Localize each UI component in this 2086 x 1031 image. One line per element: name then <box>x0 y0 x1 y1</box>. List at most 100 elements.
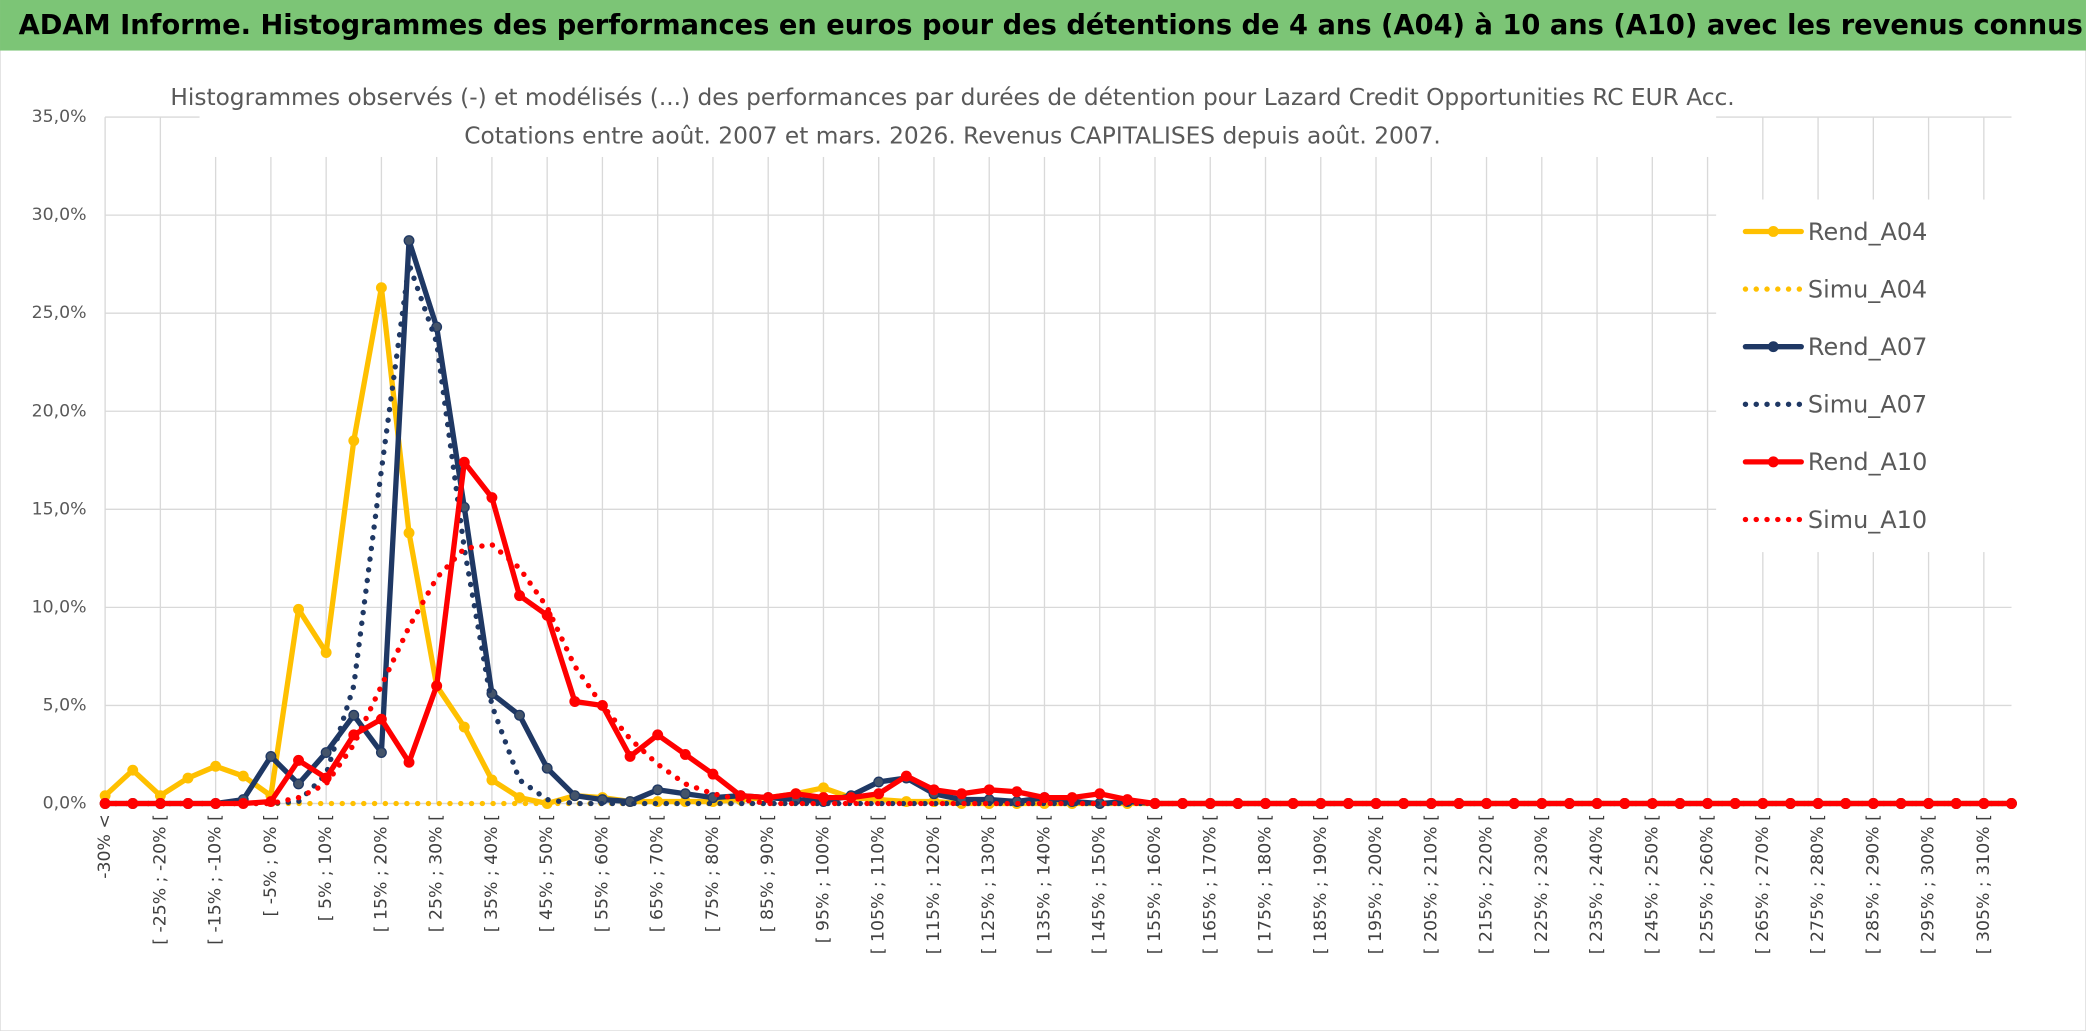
series-marker <box>237 770 249 782</box>
series-marker <box>679 788 691 800</box>
series-marker <box>762 792 774 804</box>
legend-marker <box>1767 226 1779 237</box>
x-tick-label: [ 185% ; 190% [ <box>1311 814 1331 954</box>
series-marker <box>900 770 912 782</box>
legend-label: Rend_A07 <box>1808 333 1927 361</box>
x-tick-label: [ 85% ; 90% [ <box>758 814 778 932</box>
series-marker <box>320 747 332 758</box>
y-tick-label: 35,0% <box>32 107 87 127</box>
series-marker <box>983 784 995 796</box>
series-marker <box>818 782 829 794</box>
series-marker <box>403 527 415 539</box>
series-marker <box>127 764 139 776</box>
series-marker <box>790 788 802 800</box>
x-tick-label: [ -25% ; -20% [ <box>150 814 170 945</box>
x-tick-label: [ 105% ; 110% [ <box>869 814 889 954</box>
legend-label: Rend_A10 <box>1808 448 1927 476</box>
legend-label: Simu_A04 <box>1808 275 1927 303</box>
series-marker <box>320 647 332 658</box>
series-marker <box>293 754 304 766</box>
series-marker <box>514 792 526 804</box>
legend-marker <box>1767 456 1779 468</box>
series-marker <box>873 776 885 788</box>
x-tick-label: [ 115% ; 120% [ <box>924 814 944 954</box>
x-tick-label: [ 95% ; 100% [ <box>813 814 833 943</box>
x-tick-label: [ 245% ; 250% [ <box>1642 814 1662 954</box>
x-tick-label: [ 175% ; 180% [ <box>1256 814 1276 954</box>
page-title: ADAM Informe. Histogrammes des performan… <box>19 10 2086 41</box>
x-tick-label: [ 25% ; 30% [ <box>427 814 447 932</box>
x-tick-label: [ 235% ; 240% [ <box>1587 814 1607 954</box>
x-tick-label: [ 55% ; 60% [ <box>592 814 612 932</box>
header-bar <box>0 0 2086 51</box>
series-marker <box>486 492 498 504</box>
series-marker <box>928 784 940 796</box>
series-marker <box>431 680 443 692</box>
series-marker <box>873 788 885 800</box>
series-marker <box>375 282 387 294</box>
x-tick-label: [ 5% ; 10% [ <box>316 814 336 921</box>
x-tick-label: [ 305% ; 310% [ <box>1974 814 1994 954</box>
series-marker <box>1039 792 1050 804</box>
x-tick-label: [ 205% ; 210% [ <box>1421 814 1441 954</box>
series-marker <box>348 435 360 447</box>
series-line <box>102 541 2015 807</box>
series-marker <box>679 749 691 760</box>
series-marker <box>652 784 664 796</box>
x-tick-label: [ 35% ; 40% [ <box>482 814 502 932</box>
x-tick-label: [ 45% ; 50% [ <box>537 814 557 932</box>
series-marker <box>265 750 277 762</box>
series-marker <box>293 603 304 615</box>
y-tick-label: 25,0% <box>32 303 87 323</box>
legend-label: Simu_A10 <box>1808 506 1927 534</box>
legend-label: Rend_A04 <box>1808 218 1927 246</box>
x-tick-label: [ 155% ; 160% [ <box>1145 814 1165 954</box>
series-marker <box>956 788 968 800</box>
series-marker <box>1011 786 1023 798</box>
x-tick-label: [ -15% ; -10% [ <box>206 814 226 945</box>
series-marker <box>569 696 581 707</box>
series-marker <box>514 709 526 721</box>
series-marker <box>348 709 360 721</box>
series-marker <box>514 590 526 602</box>
series-marker <box>845 792 857 804</box>
series-marker <box>624 750 636 762</box>
x-tick-label: [ 125% ; 130% [ <box>979 814 999 954</box>
series-marker <box>541 762 553 774</box>
chart-title: Histogrammes observés (-) et modélisés (… <box>170 84 1734 111</box>
x-tick-label: -30% < <box>95 814 115 879</box>
x-tick-label: [ 165% ; 170% [ <box>1200 814 1220 954</box>
x-tick-label: [ 15% ; 20% [ <box>371 814 391 932</box>
series-marker <box>375 747 387 758</box>
series-marker <box>652 729 664 741</box>
x-tick-label: [ 75% ; 80% [ <box>703 814 723 932</box>
title-backing <box>199 77 1717 157</box>
series-marker <box>458 721 470 733</box>
y-tick-label: 30,0% <box>32 205 87 225</box>
y-tick-label: 10,0% <box>32 597 87 617</box>
series-marker <box>403 235 415 247</box>
y-tick-label: 15,0% <box>32 499 87 519</box>
series-marker <box>182 772 194 784</box>
y-tick-label: 0,0% <box>43 794 87 814</box>
series-marker <box>403 756 415 768</box>
chart-subtitle: Cotations entre août. 2007 et mars. 2026… <box>464 123 1441 150</box>
x-tick-label: [ 275% ; 280% [ <box>1808 814 1828 954</box>
x-tick-label: [ 135% ; 140% [ <box>1034 814 1054 954</box>
x-tick-label: [ 145% ; 150% [ <box>1090 814 1110 954</box>
series-marker <box>707 768 719 780</box>
series-marker <box>293 778 304 790</box>
series-line <box>102 459 2015 807</box>
x-tick-label: [ 65% ; 70% [ <box>648 814 668 932</box>
y-tick-label: 20,0% <box>32 401 87 421</box>
x-tick-label: [ 255% ; 260% [ <box>1698 814 1718 954</box>
x-tick-label: [ -5% ; 0% [ <box>261 814 281 916</box>
series-marker <box>569 790 581 802</box>
y-tick-label: 5,0% <box>43 695 87 715</box>
legend-marker <box>1767 341 1779 353</box>
x-tick-label: [ 225% ; 230% [ <box>1532 814 1552 954</box>
x-tick-label: [ 285% ; 290% [ <box>1863 814 1883 954</box>
series-marker <box>375 713 387 725</box>
series-marker <box>458 456 470 468</box>
